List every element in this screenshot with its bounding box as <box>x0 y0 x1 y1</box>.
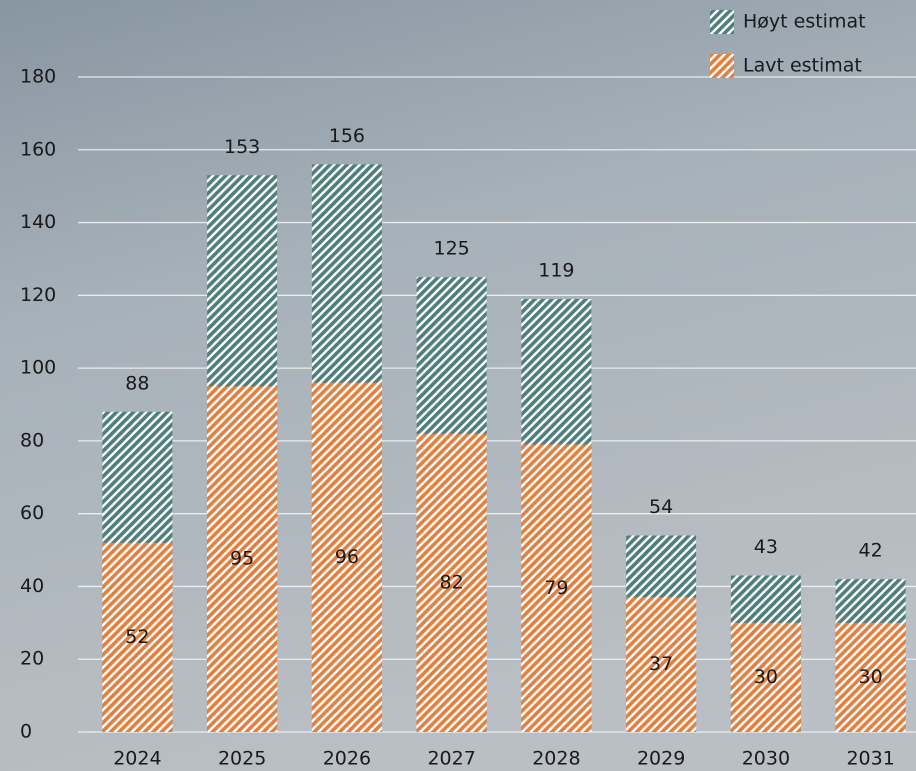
legend-swatch <box>710 10 734 34</box>
x-tick-label: 2031 <box>846 748 894 770</box>
bar <box>521 444 592 732</box>
x-tick-label: 2025 <box>218 748 266 770</box>
value-label: 153 <box>224 136 260 158</box>
y-tick-label: 100 <box>20 357 56 379</box>
y-tick-label: 80 <box>20 429 44 451</box>
value-label: 88 <box>125 372 149 394</box>
value-label: 82 <box>440 571 464 593</box>
value-label: 119 <box>538 259 574 281</box>
x-tick-label: 2026 <box>323 748 371 770</box>
x-tick-label: 2028 <box>532 748 580 770</box>
y-tick-label: 60 <box>20 502 44 524</box>
bar <box>835 622 906 732</box>
x-tick-label: 2030 <box>742 748 790 770</box>
y-tick-label: 180 <box>20 66 56 88</box>
value-label: 42 <box>859 540 883 562</box>
value-label: 156 <box>329 125 365 147</box>
legend-swatch <box>710 54 734 78</box>
y-tick-label: 0 <box>20 721 32 743</box>
legend-label: Lavt estimat <box>743 55 862 77</box>
bar <box>626 597 697 732</box>
y-tick-label: 120 <box>20 284 56 306</box>
value-label: 125 <box>433 238 469 260</box>
value-label: 79 <box>544 577 568 599</box>
y-tick-label: 140 <box>20 211 56 233</box>
bar <box>416 433 487 732</box>
value-label: 96 <box>335 546 359 568</box>
value-label: 30 <box>754 666 778 688</box>
y-tick-label: 160 <box>20 138 56 160</box>
bar <box>207 386 278 732</box>
value-label: 37 <box>649 653 673 675</box>
value-label: 30 <box>859 666 883 688</box>
bar <box>102 542 173 732</box>
value-label: 52 <box>125 626 149 648</box>
y-tick-label: 20 <box>20 648 44 670</box>
legend-label: Høyt estimat <box>743 11 866 33</box>
x-tick-label: 2024 <box>113 748 161 770</box>
value-label: 43 <box>754 536 778 558</box>
bar <box>730 622 801 732</box>
y-tick-label: 40 <box>20 575 44 597</box>
bar <box>311 382 382 732</box>
x-tick-label: 2027 <box>427 748 475 770</box>
x-tick-label: 2029 <box>637 748 685 770</box>
value-label: 95 <box>230 548 254 570</box>
value-label: 54 <box>649 496 673 518</box>
